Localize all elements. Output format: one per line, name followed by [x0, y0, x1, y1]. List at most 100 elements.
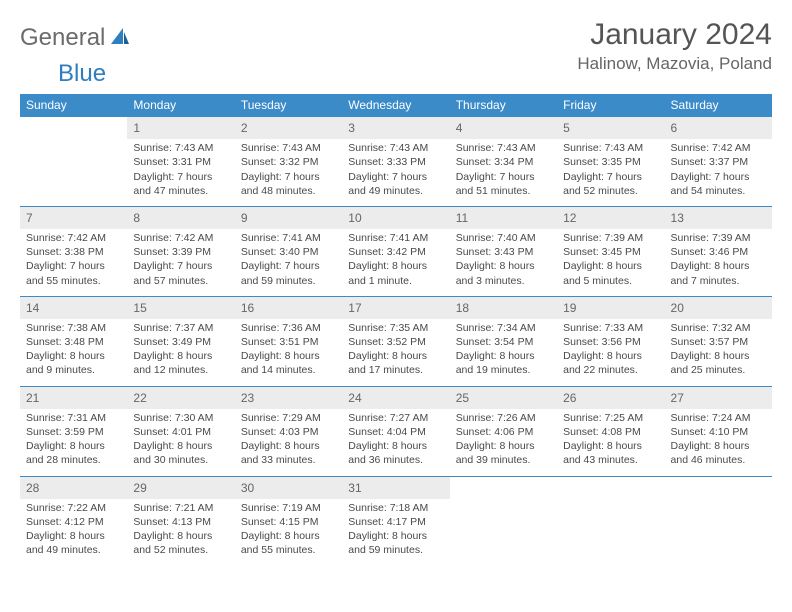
- day-line: Daylight: 8 hours: [241, 439, 336, 453]
- day-line: Daylight: 7 hours: [563, 170, 658, 184]
- day-line: Sunrise: 7:31 AM: [26, 411, 121, 425]
- day-number: 15: [127, 296, 234, 319]
- day-number: [20, 117, 127, 140]
- day-line: Daylight: 8 hours: [671, 349, 766, 363]
- day-line: and 52 minutes.: [133, 543, 228, 557]
- weekday-header-row: Sunday Monday Tuesday Wednesday Thursday…: [20, 94, 772, 117]
- day-line: Daylight: 8 hours: [563, 349, 658, 363]
- day-line: Sunrise: 7:42 AM: [26, 231, 121, 245]
- day-line: Daylight: 8 hours: [348, 529, 443, 543]
- day-cell: Sunrise: 7:39 AMSunset: 3:46 PMDaylight:…: [665, 229, 772, 296]
- day-line: Sunset: 3:45 PM: [563, 245, 658, 259]
- day-line: Daylight: 7 hours: [348, 170, 443, 184]
- day-line: Daylight: 8 hours: [563, 439, 658, 453]
- weekday-header: Wednesday: [342, 94, 449, 117]
- day-number: 20: [665, 296, 772, 319]
- day-number: [665, 476, 772, 499]
- day-line: Sunrise: 7:30 AM: [133, 411, 228, 425]
- day-line: Sunset: 3:57 PM: [671, 335, 766, 349]
- day-line: Sunset: 3:42 PM: [348, 245, 443, 259]
- day-line: Daylight: 8 hours: [563, 259, 658, 273]
- day-line: Daylight: 8 hours: [456, 259, 551, 273]
- day-line: and 12 minutes.: [133, 363, 228, 377]
- calendar-table: Sunday Monday Tuesday Wednesday Thursday…: [20, 94, 772, 565]
- day-line: Sunset: 3:37 PM: [671, 155, 766, 169]
- day-cell: Sunrise: 7:30 AMSunset: 4:01 PMDaylight:…: [127, 409, 234, 476]
- logo-text-general: General: [20, 24, 105, 52]
- day-cell: Sunrise: 7:41 AMSunset: 3:40 PMDaylight:…: [235, 229, 342, 296]
- day-line: Daylight: 8 hours: [26, 349, 121, 363]
- day-line: Sunset: 3:54 PM: [456, 335, 551, 349]
- day-line: Sunrise: 7:41 AM: [241, 231, 336, 245]
- day-line: Sunrise: 7:43 AM: [348, 141, 443, 155]
- day-cell: Sunrise: 7:34 AMSunset: 3:54 PMDaylight:…: [450, 319, 557, 386]
- day-cell: Sunrise: 7:43 AMSunset: 3:32 PMDaylight:…: [235, 139, 342, 206]
- day-content-row: Sunrise: 7:38 AMSunset: 3:48 PMDaylight:…: [20, 319, 772, 386]
- day-line: and 25 minutes.: [671, 363, 766, 377]
- day-cell: Sunrise: 7:43 AMSunset: 3:35 PMDaylight:…: [557, 139, 664, 206]
- day-number: 27: [665, 386, 772, 409]
- day-line: Sunrise: 7:43 AM: [133, 141, 228, 155]
- day-number: 29: [127, 476, 234, 499]
- day-cell: Sunrise: 7:21 AMSunset: 4:13 PMDaylight:…: [127, 499, 234, 566]
- day-line: Daylight: 7 hours: [26, 259, 121, 273]
- day-line: Sunrise: 7:38 AM: [26, 321, 121, 335]
- day-line: Daylight: 8 hours: [133, 349, 228, 363]
- day-line: Daylight: 8 hours: [456, 439, 551, 453]
- day-number: 17: [342, 296, 449, 319]
- day-line: and 51 minutes.: [456, 184, 551, 198]
- day-cell: Sunrise: 7:35 AMSunset: 3:52 PMDaylight:…: [342, 319, 449, 386]
- day-line: Sunset: 4:04 PM: [348, 425, 443, 439]
- day-number: 31: [342, 476, 449, 499]
- weekday-header: Saturday: [665, 94, 772, 117]
- day-line: and 54 minutes.: [671, 184, 766, 198]
- day-line: and 1 minute.: [348, 274, 443, 288]
- day-number: 23: [235, 386, 342, 409]
- day-cell: Sunrise: 7:27 AMSunset: 4:04 PMDaylight:…: [342, 409, 449, 476]
- day-number: 11: [450, 206, 557, 229]
- day-line: and 33 minutes.: [241, 453, 336, 467]
- day-line: and 55 minutes.: [241, 543, 336, 557]
- day-line: and 48 minutes.: [241, 184, 336, 198]
- day-line: Sunrise: 7:36 AM: [241, 321, 336, 335]
- day-cell: Sunrise: 7:41 AMSunset: 3:42 PMDaylight:…: [342, 229, 449, 296]
- day-number: 4: [450, 117, 557, 140]
- day-line: Daylight: 8 hours: [456, 349, 551, 363]
- day-line: and 43 minutes.: [563, 453, 658, 467]
- day-cell: Sunrise: 7:33 AMSunset: 3:56 PMDaylight:…: [557, 319, 664, 386]
- day-line: Sunset: 4:10 PM: [671, 425, 766, 439]
- day-line: and 5 minutes.: [563, 274, 658, 288]
- day-number: 14: [20, 296, 127, 319]
- day-number: 9: [235, 206, 342, 229]
- day-line: Sunset: 4:12 PM: [26, 515, 121, 529]
- day-line: Daylight: 7 hours: [133, 170, 228, 184]
- day-line: and 49 minutes.: [26, 543, 121, 557]
- day-cell: Sunrise: 7:42 AMSunset: 3:38 PMDaylight:…: [20, 229, 127, 296]
- day-line: and 57 minutes.: [133, 274, 228, 288]
- day-line: Daylight: 7 hours: [241, 170, 336, 184]
- day-line: Daylight: 7 hours: [133, 259, 228, 273]
- logo-sail-icon: [109, 26, 131, 51]
- day-line: Daylight: 8 hours: [671, 259, 766, 273]
- day-cell: Sunrise: 7:26 AMSunset: 4:06 PMDaylight:…: [450, 409, 557, 476]
- day-number-row: 14151617181920: [20, 296, 772, 319]
- day-line: Sunrise: 7:25 AM: [563, 411, 658, 425]
- day-line: Sunset: 4:08 PM: [563, 425, 658, 439]
- day-line: Daylight: 7 hours: [671, 170, 766, 184]
- day-line: Sunrise: 7:26 AM: [456, 411, 551, 425]
- day-line: Sunset: 4:15 PM: [241, 515, 336, 529]
- day-line: Sunrise: 7:24 AM: [671, 411, 766, 425]
- day-line: Daylight: 8 hours: [671, 439, 766, 453]
- day-number-row: 28293031: [20, 476, 772, 499]
- day-line: Sunrise: 7:42 AM: [671, 141, 766, 155]
- day-line: Sunset: 3:35 PM: [563, 155, 658, 169]
- day-line: Sunset: 3:32 PM: [241, 155, 336, 169]
- day-number: 3: [342, 117, 449, 140]
- day-content-row: Sunrise: 7:43 AMSunset: 3:31 PMDaylight:…: [20, 139, 772, 206]
- day-number: 7: [20, 206, 127, 229]
- day-line: Sunrise: 7:33 AM: [563, 321, 658, 335]
- day-line: Sunset: 3:46 PM: [671, 245, 766, 259]
- day-line: Sunset: 3:34 PM: [456, 155, 551, 169]
- day-line: and 46 minutes.: [671, 453, 766, 467]
- day-line: Daylight: 8 hours: [241, 349, 336, 363]
